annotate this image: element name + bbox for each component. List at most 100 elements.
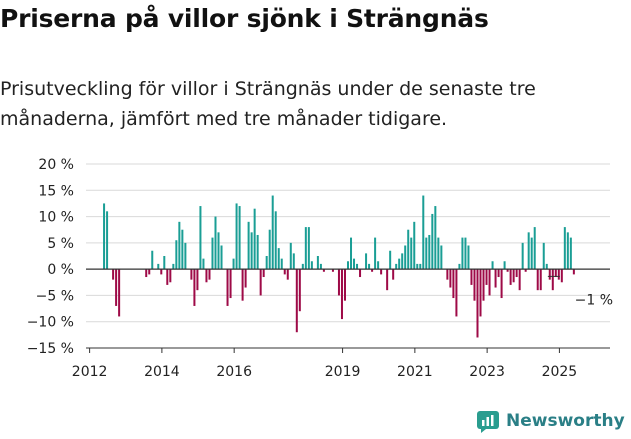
- bar-negative: [148, 269, 151, 275]
- bar-negative: [557, 269, 560, 280]
- bar-positive: [407, 229, 410, 270]
- bar-negative: [118, 269, 121, 317]
- bar-positive: [319, 263, 322, 270]
- bar-negative: [524, 269, 527, 272]
- bar-positive: [271, 195, 274, 270]
- bar-positive: [172, 263, 175, 270]
- bar-negative: [392, 269, 395, 280]
- bar-positive: [202, 258, 205, 270]
- bar-positive: [566, 232, 569, 270]
- bar-positive: [178, 221, 181, 270]
- bar-positive: [304, 227, 307, 270]
- bar-negative: [536, 269, 539, 291]
- bar-negative: [386, 269, 389, 291]
- x-tick-label: 2016: [216, 364, 252, 380]
- bar-negative: [485, 269, 488, 285]
- x-axis: [86, 268, 610, 353]
- bar-positive: [277, 248, 280, 270]
- x-axis-tick-labels: 2012 2014 2016 2019 2021 2023 2025: [72, 364, 577, 380]
- bar-positive: [250, 232, 253, 270]
- bar-negative: [145, 269, 148, 278]
- bar-positive: [163, 256, 166, 270]
- bar-negative: [259, 269, 262, 296]
- bar-positive: [247, 221, 250, 270]
- bar-positive: [232, 258, 235, 270]
- y-tick-label: 20 %: [38, 157, 74, 173]
- bar-positive: [458, 263, 461, 270]
- bar-negative: [371, 269, 374, 272]
- bar-positive: [395, 263, 398, 270]
- bar-positive: [310, 261, 313, 270]
- x-tick-label: 2012: [72, 364, 108, 380]
- bar-positive: [365, 253, 368, 270]
- y-tick-label: 5 %: [47, 236, 74, 252]
- y-tick-label: 15 %: [38, 183, 74, 199]
- bar-positive: [256, 234, 259, 270]
- y-tick-label: −15 %: [27, 341, 74, 357]
- x-tick-label: 2025: [542, 364, 578, 380]
- bar-positive: [151, 250, 154, 270]
- bar-negative: [446, 269, 449, 280]
- bar-negative: [572, 269, 575, 275]
- bar-positive: [437, 237, 440, 270]
- bar-positive: [521, 242, 524, 270]
- bar-positive: [184, 242, 187, 270]
- brand-logo[interactable]: Newsworthy: [476, 406, 625, 436]
- bar-positive: [350, 237, 353, 270]
- bar-negative: [337, 269, 340, 296]
- bar-positive: [316, 256, 319, 270]
- bar-positive: [217, 232, 220, 270]
- bar-positive: [563, 227, 566, 270]
- bar-negative: [509, 269, 512, 285]
- bar-positive: [265, 256, 268, 270]
- bar-positive: [292, 253, 295, 270]
- bar-negative: [359, 269, 362, 278]
- bar-negative: [262, 269, 265, 278]
- bar-positive: [413, 221, 416, 270]
- bar-negative: [193, 269, 196, 306]
- bar-positive: [533, 227, 536, 270]
- bar-positive: [181, 229, 184, 270]
- bar-negative: [115, 269, 118, 306]
- bar-negative: [322, 269, 325, 272]
- bar-positive: [527, 232, 530, 270]
- bar-negative: [169, 269, 172, 283]
- bar-positive: [389, 250, 392, 270]
- bars: [103, 195, 575, 338]
- bar-negative: [241, 269, 244, 301]
- bar-positive: [289, 242, 292, 270]
- bar-positive: [398, 258, 401, 270]
- y-tick-label: 10 %: [38, 210, 74, 226]
- last-value-label: −1 %: [575, 292, 613, 308]
- bar-negative: [500, 269, 503, 299]
- x-tick-label: 2023: [469, 364, 505, 380]
- bar-negative: [515, 269, 518, 278]
- bar-positive: [301, 263, 304, 270]
- y-tick-label: −10 %: [27, 315, 74, 331]
- bar-negative: [512, 269, 515, 283]
- newsworthy-logo-icon: [477, 411, 499, 433]
- bar-positive: [416, 263, 419, 270]
- bar-positive: [199, 206, 202, 270]
- brand-name: Newsworthy: [506, 411, 625, 431]
- bar-negative: [470, 269, 473, 285]
- bar-positive: [238, 206, 241, 270]
- bar-positive: [175, 240, 178, 270]
- chart-subtitle: Prisutveckling för villor i Strängnäs un…: [0, 78, 536, 130]
- bar-positive: [220, 245, 223, 270]
- bar-negative: [518, 269, 521, 291]
- bar-negative: [476, 269, 479, 338]
- x-tick-label: 2014: [144, 364, 180, 380]
- bar-positive: [157, 263, 160, 270]
- bar-negative: [473, 269, 476, 301]
- bar-negative: [340, 269, 343, 320]
- bar-positive: [280, 258, 283, 270]
- bar-negative: [455, 269, 458, 317]
- y-tick-label: −5 %: [36, 288, 74, 304]
- bar-positive: [404, 245, 407, 270]
- bar-negative: [343, 269, 346, 301]
- bar-negative: [494, 269, 497, 288]
- bar-positive: [422, 195, 425, 270]
- bar-negative: [449, 269, 452, 288]
- bar-negative: [380, 269, 383, 275]
